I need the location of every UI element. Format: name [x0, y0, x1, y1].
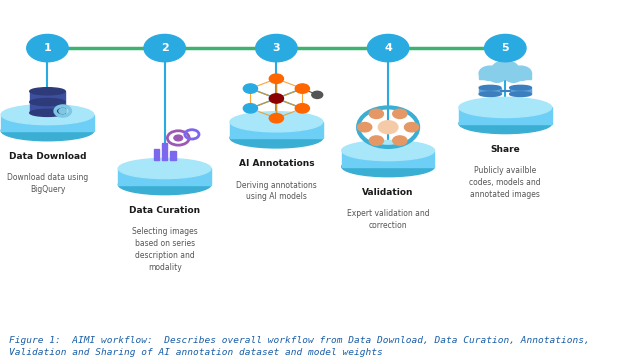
Text: Download data using
BigQuery: Download data using BigQuery: [7, 173, 88, 194]
Ellipse shape: [342, 157, 435, 177]
Circle shape: [378, 121, 398, 134]
Text: 1: 1: [44, 43, 51, 53]
Ellipse shape: [509, 92, 531, 97]
Circle shape: [369, 109, 383, 118]
Circle shape: [479, 66, 501, 80]
Ellipse shape: [342, 140, 435, 161]
Ellipse shape: [29, 88, 65, 95]
Text: Share: Share: [490, 145, 520, 154]
Bar: [154, 149, 159, 160]
Text: 2: 2: [161, 43, 168, 53]
Circle shape: [506, 72, 522, 82]
Circle shape: [27, 34, 68, 62]
Bar: [479, 73, 531, 79]
Bar: [459, 108, 552, 123]
Circle shape: [492, 61, 519, 79]
Circle shape: [144, 34, 186, 62]
Text: 3: 3: [273, 43, 280, 53]
Text: 5: 5: [502, 43, 509, 53]
Ellipse shape: [1, 121, 94, 141]
Ellipse shape: [118, 159, 211, 178]
Bar: [479, 88, 501, 94]
Ellipse shape: [29, 98, 65, 106]
Circle shape: [255, 34, 297, 62]
Ellipse shape: [459, 113, 552, 134]
Circle shape: [484, 34, 526, 62]
Ellipse shape: [118, 174, 211, 195]
Circle shape: [269, 94, 284, 103]
Circle shape: [271, 115, 282, 121]
Circle shape: [295, 104, 309, 113]
Text: Selecting images
based on series
description and
modality: Selecting images based on series descrip…: [132, 227, 198, 272]
Bar: [162, 143, 168, 160]
Circle shape: [393, 109, 407, 118]
Circle shape: [393, 136, 407, 145]
Circle shape: [500, 101, 510, 107]
Ellipse shape: [230, 112, 323, 132]
Circle shape: [43, 108, 52, 114]
Circle shape: [59, 109, 67, 114]
Text: Validation: Validation: [362, 188, 414, 197]
Text: Figure 1:  AIMI workflow:  Describes overall workflow from Data Download, Data C: Figure 1: AIMI workflow: Describes overa…: [10, 336, 590, 357]
Circle shape: [243, 84, 257, 93]
Ellipse shape: [479, 92, 501, 97]
Text: Publicly availble
codes, models and
annotated images: Publicly availble codes, models and anno…: [470, 166, 541, 199]
Ellipse shape: [459, 97, 552, 118]
Bar: [29, 102, 65, 113]
Text: Data Curation: Data Curation: [129, 206, 200, 215]
Circle shape: [509, 66, 531, 80]
Text: Data Download: Data Download: [9, 152, 86, 161]
Ellipse shape: [230, 128, 323, 148]
Text: AI Annotations: AI Annotations: [239, 159, 314, 168]
Circle shape: [358, 122, 372, 132]
Ellipse shape: [1, 105, 94, 125]
Circle shape: [383, 144, 393, 150]
Circle shape: [367, 34, 409, 62]
Circle shape: [369, 136, 383, 145]
Text: Deriving annotations
using AI models: Deriving annotations using AI models: [236, 181, 317, 201]
Bar: [29, 91, 65, 102]
Text: 4: 4: [384, 43, 392, 53]
Bar: [118, 168, 211, 185]
Ellipse shape: [29, 109, 65, 117]
Bar: [342, 151, 435, 167]
Text: Expert validation and
correction: Expert validation and correction: [347, 209, 429, 230]
Bar: [170, 151, 175, 160]
Circle shape: [269, 74, 284, 83]
Circle shape: [295, 84, 309, 93]
Circle shape: [243, 104, 257, 113]
Circle shape: [160, 161, 170, 168]
Ellipse shape: [509, 85, 531, 90]
Circle shape: [174, 135, 182, 141]
Bar: [1, 115, 94, 131]
Bar: [509, 88, 531, 94]
Ellipse shape: [479, 85, 501, 90]
Circle shape: [404, 122, 419, 132]
Circle shape: [312, 91, 323, 98]
Circle shape: [489, 72, 506, 82]
Circle shape: [269, 114, 284, 123]
Bar: [230, 122, 323, 138]
